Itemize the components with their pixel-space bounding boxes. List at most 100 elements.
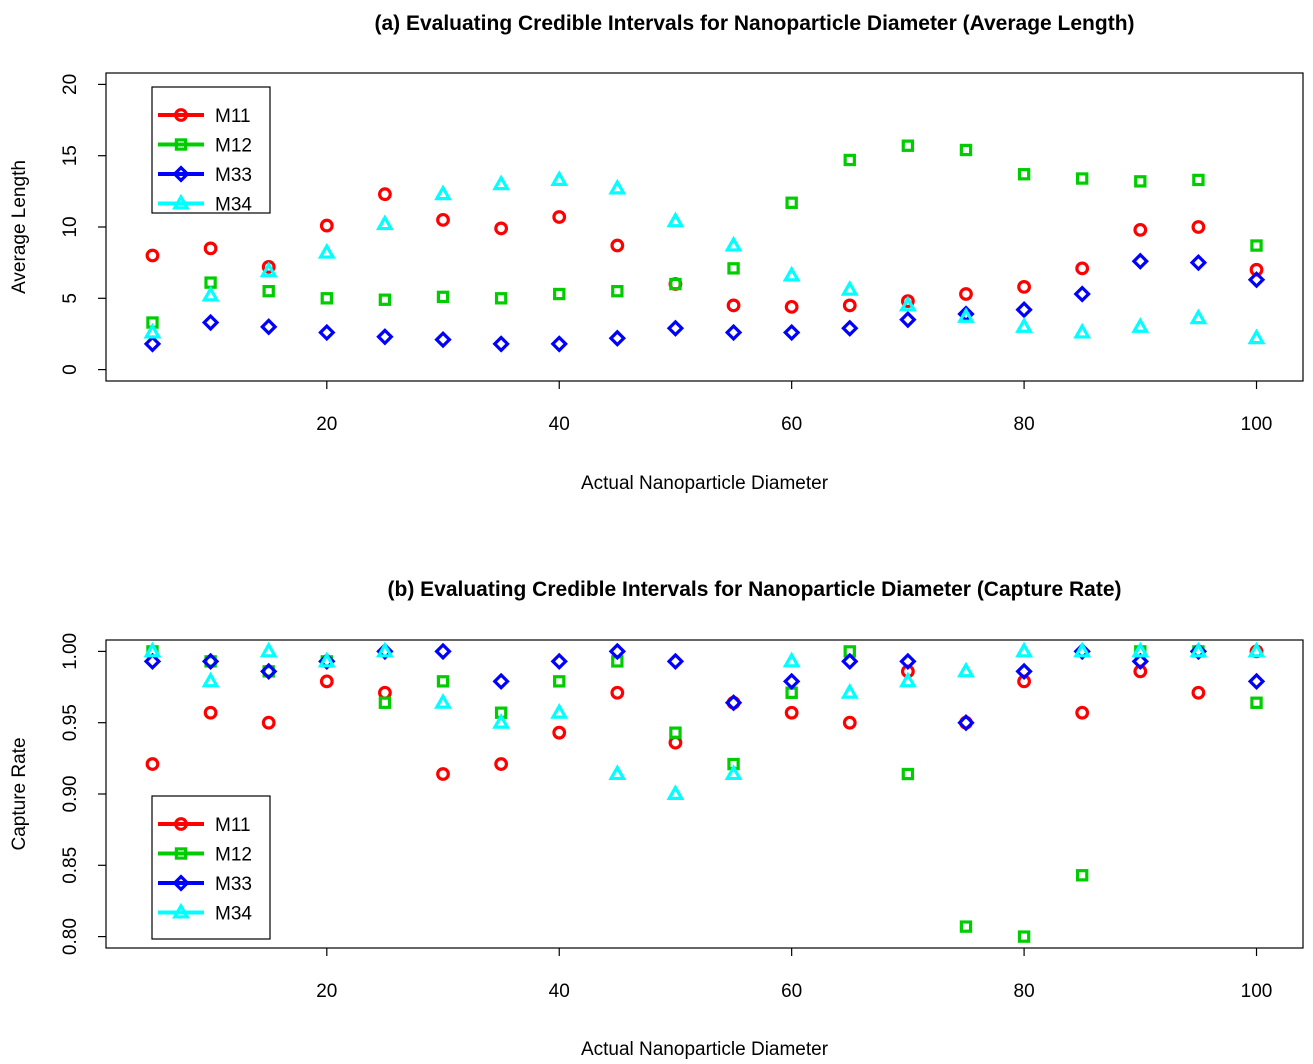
data-point <box>726 298 741 313</box>
plot-frame <box>105 639 1304 949</box>
y-tick-label: 20 <box>60 74 81 95</box>
data-point <box>143 335 162 353</box>
legend-label: M11 <box>215 106 251 127</box>
data-point <box>494 221 509 236</box>
y-tick-label: 5 <box>60 293 81 304</box>
panel-capture-rate: (b) Evaluating Credible Intervals for Na… <box>9 578 1304 1060</box>
data-point <box>1250 696 1263 709</box>
y-axis-title: Average Length <box>9 160 30 294</box>
data-point <box>724 764 743 781</box>
data-point <box>552 725 567 740</box>
data-point <box>899 652 917 671</box>
legend-box <box>151 795 271 940</box>
data-point <box>1131 317 1150 333</box>
legend-box <box>151 86 271 214</box>
series-m33 <box>143 252 1266 353</box>
data-point <box>611 284 624 298</box>
data-point <box>319 218 334 233</box>
data-point <box>1131 252 1149 270</box>
data-point <box>143 641 162 658</box>
legend: M11 M12 M33 M34 <box>151 795 271 940</box>
series-m34 <box>143 170 1266 345</box>
y-tick-label: 0.95 <box>60 704 81 741</box>
data-point <box>1189 641 1208 658</box>
data-point <box>1247 328 1266 345</box>
data-point <box>1247 641 1266 658</box>
data-point <box>666 211 685 228</box>
series-m34 <box>143 641 1266 801</box>
legend-label: M34 <box>215 904 252 925</box>
data-point <box>608 329 627 347</box>
data-point <box>784 299 799 314</box>
data-point <box>201 313 220 332</box>
data-point <box>901 767 915 781</box>
x-axis-title: Actual Nanoparticle Diameter <box>581 473 829 494</box>
legend-marker <box>172 874 190 892</box>
data-point <box>550 335 568 353</box>
data-point <box>608 764 627 781</box>
data-point <box>782 672 801 691</box>
data-point <box>842 715 857 730</box>
data-point <box>1073 641 1092 658</box>
data-point <box>203 705 218 720</box>
data-point <box>436 767 450 781</box>
data-point <box>957 714 975 732</box>
data-point <box>959 920 973 933</box>
data-point <box>841 652 859 671</box>
legend-marker <box>174 847 188 860</box>
x-tick-label: 80 <box>1014 981 1035 1002</box>
data-point <box>1192 173 1205 187</box>
data-point <box>840 683 859 699</box>
legend-marker <box>172 165 190 183</box>
data-point <box>957 307 975 323</box>
data-point <box>724 694 743 712</box>
data-point <box>840 280 859 296</box>
legend-marker <box>174 817 188 831</box>
data-point <box>375 214 394 231</box>
data-point <box>1133 222 1148 237</box>
data-point <box>434 184 452 201</box>
y-tick-label: 15 <box>60 145 81 166</box>
data-point <box>1015 317 1034 333</box>
data-point <box>1075 261 1090 276</box>
data-point <box>1015 301 1033 319</box>
data-point <box>1191 220 1206 234</box>
x-tick-label: 60 <box>781 414 802 435</box>
x-tick-label: 40 <box>549 414 570 435</box>
data-point <box>1073 285 1091 303</box>
data-point <box>203 241 218 256</box>
data-point <box>782 265 801 282</box>
y-tick-label: 0.90 <box>60 776 81 813</box>
data-point <box>1015 641 1034 658</box>
data-point <box>494 757 509 771</box>
data-point <box>898 295 917 312</box>
data-point <box>1134 175 1147 188</box>
data-point <box>899 311 917 329</box>
y-tick-label: 0.80 <box>60 918 81 955</box>
data-point <box>261 715 276 730</box>
data-point <box>608 642 627 661</box>
data-point <box>901 139 915 152</box>
data-point <box>376 328 394 346</box>
data-point <box>782 323 801 342</box>
data-point <box>1247 271 1266 289</box>
data-point <box>1131 652 1149 671</box>
data-point <box>494 292 508 305</box>
data-point <box>318 323 336 342</box>
y-tick-label: 0 <box>60 364 81 375</box>
data-point <box>259 641 278 658</box>
data-point <box>1017 279 1031 294</box>
data-point <box>1250 239 1263 252</box>
data-point <box>320 292 334 305</box>
chart-title: (a) Evaluating Credible Intervals for Na… <box>374 12 1134 35</box>
data-point <box>666 652 685 671</box>
y-axis-title: Capture Rate <box>9 737 30 850</box>
data-point <box>1075 705 1090 720</box>
data-point <box>553 287 566 301</box>
data-point <box>959 287 973 301</box>
data-point <box>841 319 859 337</box>
data-point <box>317 651 336 668</box>
legend-marker <box>172 193 190 210</box>
panel-average-length: (a) Evaluating Credible Intervals for Na… <box>9 12 1304 494</box>
legend: M11 M12 M33 M34 <box>151 86 271 216</box>
